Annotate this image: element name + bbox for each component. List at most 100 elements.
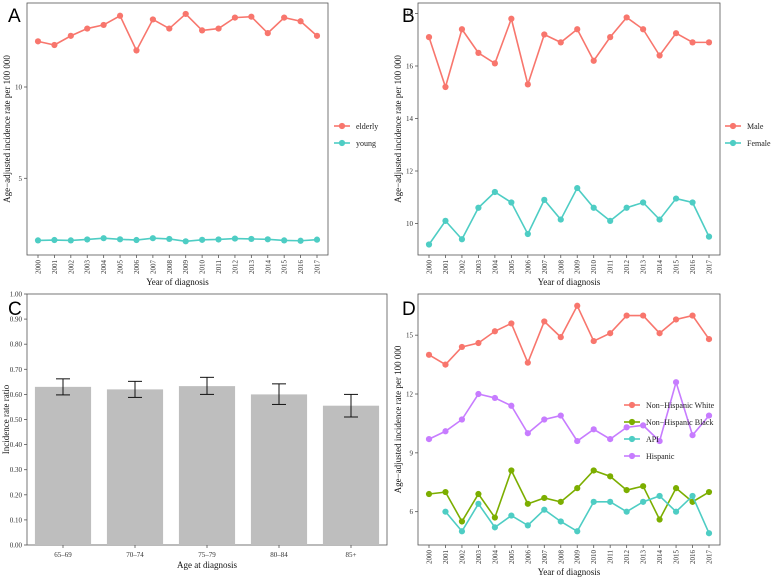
data-point xyxy=(425,241,433,248)
data-point xyxy=(508,15,515,22)
x-tick-label: 2008 xyxy=(166,260,174,275)
data-point xyxy=(475,204,482,211)
data-point xyxy=(491,524,498,531)
panel-d: D 6 9 12 15 2000 2001 2002 2003 2004 2005 2006 2007 2… xyxy=(393,293,721,577)
data-point xyxy=(574,26,581,33)
data-point xyxy=(524,430,531,437)
data-point xyxy=(590,204,597,211)
data-point xyxy=(491,514,498,521)
x-tick-label: 75–79 xyxy=(198,551,216,559)
legend-marker xyxy=(628,435,636,443)
data-point xyxy=(491,188,498,196)
data-point xyxy=(656,330,663,337)
x-tick-label: 2004 xyxy=(100,260,108,275)
data-point xyxy=(607,473,614,480)
data-point xyxy=(607,34,614,41)
y-tick-label: 12 xyxy=(406,168,414,176)
data-point xyxy=(557,412,564,419)
data-point xyxy=(458,236,466,243)
data-point xyxy=(166,25,173,32)
data-point xyxy=(458,343,466,351)
data-point xyxy=(689,312,696,319)
data-point xyxy=(623,508,630,515)
legend-marker xyxy=(338,139,346,147)
data-point xyxy=(313,236,321,243)
x-tick-label: 2007 xyxy=(149,260,157,275)
series-line xyxy=(37,237,318,243)
data-point xyxy=(84,25,91,32)
data-point xyxy=(491,328,498,335)
x-tick-label: 2017 xyxy=(706,260,714,275)
data-point xyxy=(541,494,548,502)
x-tick-label: 2015 xyxy=(281,260,289,275)
x-tick-label: 2009 xyxy=(574,550,582,565)
x-tick-label: 2003 xyxy=(84,260,92,275)
x-tick-label: 2008 xyxy=(557,260,565,275)
y-tick-label: 0.80 xyxy=(10,341,23,349)
data-point xyxy=(442,83,449,91)
data-point xyxy=(705,39,713,46)
x-tick-label: 2016 xyxy=(689,550,697,565)
y-tick-label: 0.50 xyxy=(10,416,23,424)
data-point xyxy=(34,237,42,244)
bar xyxy=(178,386,236,545)
data-point xyxy=(590,337,597,345)
data-point xyxy=(182,238,189,245)
data-point xyxy=(67,32,74,39)
data-point xyxy=(640,422,647,429)
data-point xyxy=(133,47,140,54)
data-point xyxy=(640,498,647,505)
y-tick-label: 5 xyxy=(19,175,23,183)
data-point xyxy=(541,506,548,513)
data-point xyxy=(672,195,680,202)
data-point xyxy=(215,25,222,32)
x-tick-label: 2006 xyxy=(133,260,141,275)
x-tick-label: 2010 xyxy=(199,260,207,275)
data-point xyxy=(281,237,288,244)
series-line xyxy=(428,379,710,443)
x-tick-label: 2005 xyxy=(117,260,125,275)
data-point xyxy=(475,49,482,56)
x-tick-label: 2016 xyxy=(689,260,697,275)
plot-frame xyxy=(417,293,721,546)
x-tick-label: 2014 xyxy=(264,260,272,275)
legend-label: Male xyxy=(747,122,764,131)
data-point xyxy=(313,32,321,39)
panel-label: C xyxy=(8,299,22,320)
data-point xyxy=(199,27,206,34)
legend-marker xyxy=(628,401,636,409)
panel-b: B 10 12 14 16 18 2000 2001 2002 2003 2004 2005 2006 2… xyxy=(393,2,771,287)
data-point xyxy=(623,312,630,319)
x-tick-label: 2016 xyxy=(297,260,305,275)
data-point xyxy=(442,508,449,515)
data-point xyxy=(51,236,58,244)
legend-label: Non−Hispanic White xyxy=(646,401,715,410)
data-point xyxy=(475,390,482,398)
data-point xyxy=(248,13,255,20)
data-point xyxy=(116,236,124,243)
y-tick-label: 10 xyxy=(406,220,414,228)
x-tick-label: 2004 xyxy=(491,260,499,275)
data-point xyxy=(475,490,482,498)
data-point xyxy=(524,500,531,507)
data-point xyxy=(705,530,713,537)
x-tick-label: 2008 xyxy=(557,550,565,565)
legend-marker xyxy=(628,418,636,426)
data-point xyxy=(491,394,498,402)
legend-marker xyxy=(729,122,737,130)
data-point xyxy=(425,490,433,498)
legend-marker xyxy=(729,139,737,147)
x-tick-label: 2002 xyxy=(458,260,466,275)
data-point xyxy=(607,498,614,505)
series-line xyxy=(428,16,709,90)
data-point xyxy=(640,26,647,33)
data-point xyxy=(508,512,515,519)
data-point xyxy=(458,26,466,33)
x-tick-label: 2010 xyxy=(590,550,598,565)
data-point xyxy=(442,217,449,224)
x-tick-label: 2006 xyxy=(524,260,532,275)
data-point xyxy=(541,31,548,38)
legend-label: Non−Hispanic Black xyxy=(646,418,713,427)
data-point xyxy=(458,416,466,423)
data-point xyxy=(425,34,433,41)
